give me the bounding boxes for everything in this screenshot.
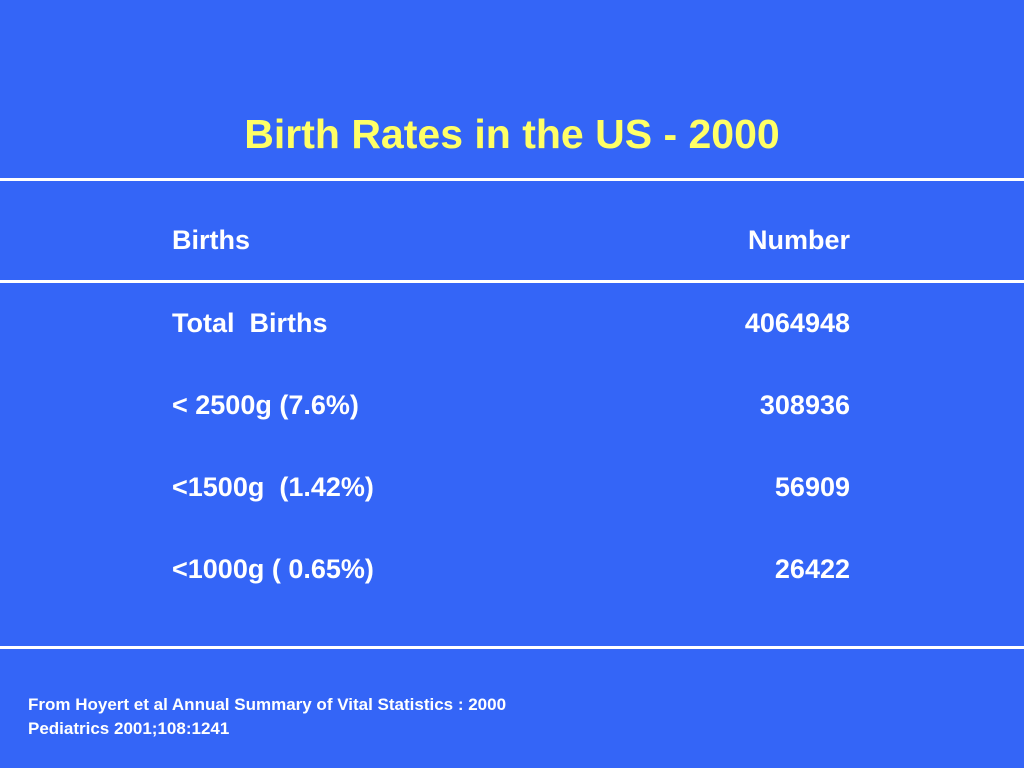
header-number: Number	[747, 225, 850, 255]
row-value-1000g: 26422	[774, 554, 850, 584]
source-line-1: From Hoyert et al Annual Summary of Vita…	[28, 695, 507, 714]
row-value-2500g: 308936	[759, 390, 850, 420]
row-label-1500g: <1500g (1.42%)	[172, 472, 374, 502]
row-label-total: Total Births	[172, 308, 328, 338]
header-births: Births	[172, 225, 251, 255]
title-divider	[0, 178, 1024, 181]
row-label-1000g: <1000g ( 0.65%)	[172, 554, 374, 584]
row-label-2500g: < 2500g (7.6%)	[172, 390, 359, 420]
footer-divider	[0, 646, 1024, 649]
source-citation: From Hoyert et al Annual Summary of Vita…	[28, 693, 506, 741]
slide-title: Birth Rates in the US - 2000	[244, 111, 780, 157]
header-divider	[0, 280, 1024, 283]
row-value-total: 4064948	[744, 308, 850, 338]
row-value-1500g: 56909	[774, 472, 850, 502]
source-line-2: Pediatrics 2001;108:1241	[28, 719, 230, 738]
